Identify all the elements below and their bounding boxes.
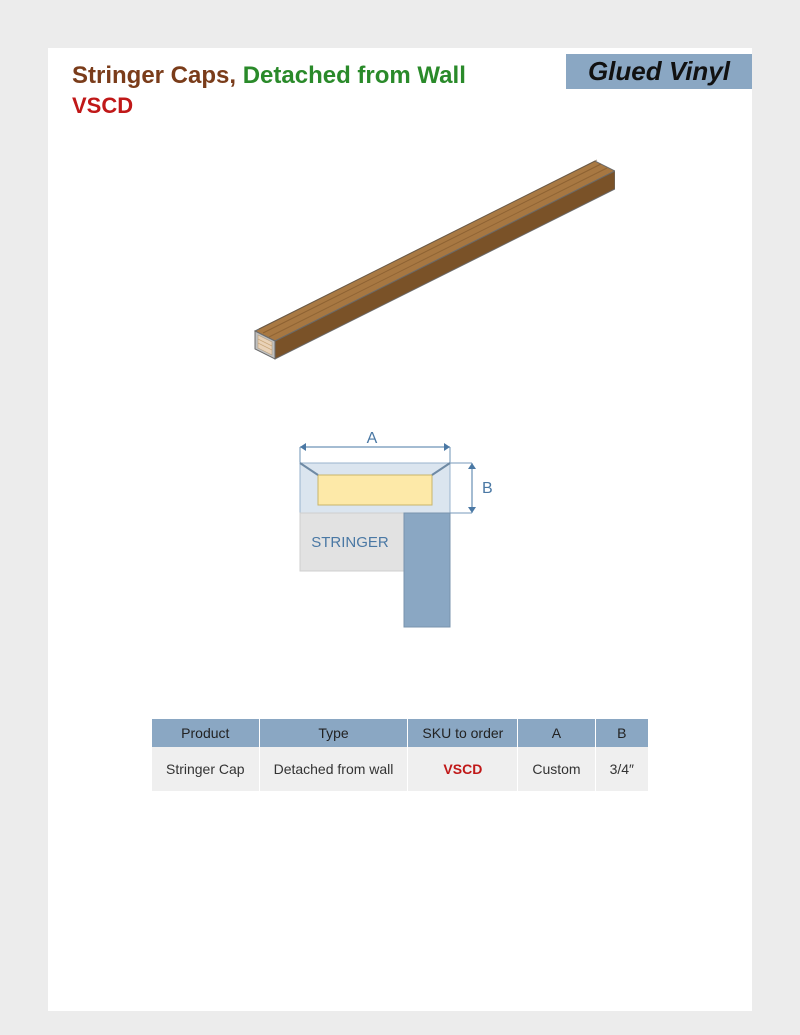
spec-table: Product Type SKU to order A B Stringer C… [152, 719, 648, 791]
stringer-label: STRINGER [311, 534, 389, 551]
header: Stringer Caps, Detached from Wall VSCD G… [48, 48, 752, 119]
col-b: B [595, 719, 648, 747]
cell-product: Stringer Cap [152, 747, 259, 791]
page: Stringer Caps, Detached from Wall VSCD G… [48, 48, 752, 1011]
cell-b: 3/4″ [595, 747, 648, 791]
sku-code: VSCD [72, 93, 728, 119]
cell-sku: VSCD [408, 747, 518, 791]
table-row: Stringer Cap Detached from wall VSCD Cus… [152, 747, 648, 791]
plank-illustration [48, 149, 752, 399]
cell-type: Detached from wall [259, 747, 408, 791]
material-badge: Glued Vinyl [566, 54, 752, 89]
table-header-row: Product Type SKU to order A B [152, 719, 648, 747]
cross-section-diagram: A B STRINGER [48, 429, 752, 669]
spec-table-wrap: Product Type SKU to order A B Stringer C… [48, 719, 752, 791]
col-type: Type [259, 719, 408, 747]
plank-svg [185, 149, 615, 369]
title-part-1: Stringer Caps, [72, 62, 243, 89]
dim-label-a: A [367, 430, 378, 447]
col-product: Product [152, 719, 259, 747]
dim-label-b: B [482, 480, 493, 497]
col-a: A [518, 719, 595, 747]
title-part-2: Detached from Wall [243, 62, 466, 89]
diagram-svg: A B STRINGER [280, 429, 520, 649]
col-sku: SKU to order [408, 719, 518, 747]
cell-a: Custom [518, 747, 595, 791]
